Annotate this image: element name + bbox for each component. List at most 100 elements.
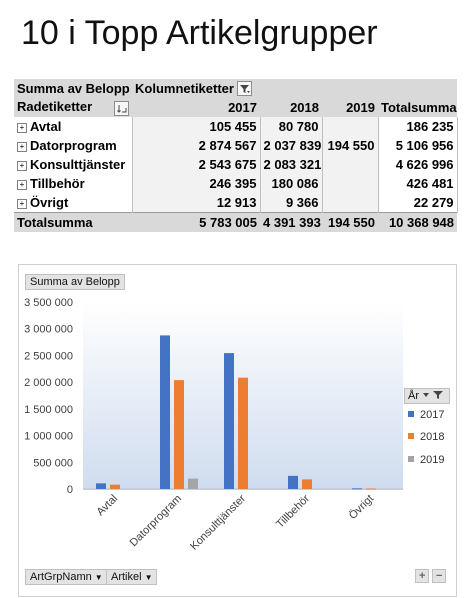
bar-2017-Övrigt[interactable] (352, 488, 362, 490)
axis-field-button-artgrpnamn[interactable]: ArtGrpNamn ▼ (25, 569, 108, 585)
total-row: Totalsumma 5 783 005 4 391 393 194 550 1… (14, 212, 458, 232)
expand-icon[interactable]: + (17, 123, 27, 133)
expand-icon[interactable]: + (17, 180, 27, 190)
dropdown-arrow-icon: ▼ (94, 573, 103, 582)
pivot-chart[interactable]: Summa av Belopp 3 500 000 3 000 000 2 500 … (18, 264, 457, 597)
col-header: 2019 (322, 98, 378, 117)
legend-swatch (408, 411, 414, 417)
legend-field-button[interactable]: År (404, 388, 450, 404)
table-cell: 9 366 (259, 193, 322, 213)
total-cell: 4 391 393 (260, 212, 322, 232)
page-title: 10 i Topp Artikelgrupper (21, 14, 378, 52)
axis-field-label: Artikel (111, 571, 142, 583)
x-tick-label: Avtal (94, 493, 120, 519)
row-labels-cell[interactable]: Radetiketter (14, 98, 132, 117)
bar-2018-Tillbehör[interactable] (302, 479, 312, 489)
value-field-button[interactable]: Summa av Belopp (25, 274, 125, 290)
table-cell (321, 117, 378, 136)
row-label[interactable]: + Konsulttjänster (14, 155, 132, 174)
table-cell: 4 626 996 (377, 155, 458, 174)
legend-swatch (408, 456, 414, 462)
pivot-table: Summa av Belopp Kolumnetiketter Radetike… (14, 79, 458, 232)
col-header: Totalsumma (378, 98, 458, 117)
table-cell: 246 395 (131, 174, 260, 193)
collapse-field-button[interactable]: − (432, 569, 447, 583)
filter-dropdown-icon (423, 391, 443, 399)
table-cell: 22 279 (377, 193, 458, 213)
legend-label: 2019 (420, 454, 445, 466)
table-cell: 2 083 321 (259, 155, 322, 174)
legend-label: 2018 (420, 431, 445, 443)
x-tick-label: Datorprogram (128, 493, 184, 549)
x-tick-label: Övrigt (347, 493, 376, 522)
bar-2018-Avtal[interactable] (110, 484, 120, 489)
table-cell: 80 780 (259, 117, 322, 136)
row-label-text: Datorprogram (30, 138, 117, 153)
col-header: 2018 (260, 98, 322, 117)
expand-field-button[interactable]: + (415, 569, 430, 583)
table-cell: 105 455 (131, 117, 260, 136)
table-cell (321, 155, 378, 174)
legend-field-label: År (408, 390, 419, 402)
expand-icon[interactable]: + (17, 142, 27, 152)
bar-2018-Datorprogram[interactable] (174, 380, 184, 489)
bar-2019-Datorprogram[interactable] (188, 478, 198, 489)
table-row: + Tillbehör 246 395 180 086 426 481 (14, 174, 458, 193)
table-cell (321, 193, 378, 213)
legend-item: 2018 (408, 431, 444, 443)
bar-2018-Övrigt[interactable] (366, 488, 376, 490)
table-cell: 5 106 956 (377, 136, 458, 155)
pivot-header-row-2: Radetiketter 2017 2018 2019 Totalsumma (14, 98, 458, 117)
y-tick-label: 1 500 000 (24, 404, 73, 416)
column-labels-cell[interactable]: Kolumnetiketter (132, 79, 458, 98)
bar-2017-Avtal[interactable] (96, 483, 106, 489)
bar-2017-Datorprogram[interactable] (160, 335, 170, 489)
table-cell: 2 543 675 (131, 155, 260, 174)
row-label[interactable]: + Tillbehör (14, 174, 132, 193)
pivot-header-row-1: Summa av Belopp Kolumnetiketter (14, 79, 458, 98)
legend-label: 2017 (420, 409, 445, 421)
y-tick-label: 0 (67, 484, 73, 496)
legend-swatch (408, 433, 414, 439)
table-cell: 12 913 (131, 193, 260, 213)
row-label-text: Avtal (30, 119, 62, 134)
y-tick-label: 500 000 (33, 457, 73, 469)
total-label: Totalsumma (14, 212, 132, 232)
bar-2017-Tillbehör[interactable] (288, 475, 298, 489)
y-tick-label: 1 000 000 (24, 431, 73, 443)
dropdown-arrow-icon: ▼ (144, 573, 153, 582)
table-cell: 2 874 567 (131, 136, 260, 155)
table-cell: 194 550 (321, 136, 378, 155)
table-row: + Datorprogram 2 874 567 2 037 839 194 55… (14, 136, 458, 155)
row-label[interactable]: + Övrigt (14, 193, 132, 213)
filter-icon (239, 85, 250, 93)
expand-icon[interactable]: + (17, 199, 27, 209)
row-sort-button[interactable] (114, 101, 129, 116)
row-label[interactable]: + Avtal (14, 117, 132, 136)
row-label[interactable]: + Datorprogram (14, 136, 132, 155)
column-filter-button[interactable] (236, 81, 252, 96)
table-cell: 186 235 (377, 117, 458, 136)
table-cell: 2 037 839 (259, 136, 322, 155)
total-cell: 10 368 948 (378, 212, 458, 232)
row-label-text: Konsulttjänster (30, 157, 126, 172)
table-row: + Avtal 105 455 80 780 186 235 (14, 117, 458, 136)
bar-2018-Konsulttjänster[interactable] (238, 377, 248, 489)
sort-icon (117, 105, 127, 113)
y-tick-label: 2 500 000 (24, 350, 73, 362)
y-tick-label: 3 500 000 (24, 297, 73, 309)
table-cell: 180 086 (259, 174, 322, 193)
value-field-label[interactable]: Summa av Belopp (14, 79, 132, 98)
expand-icon[interactable]: + (17, 161, 27, 171)
axis-field-button-artikel[interactable]: Artikel ▼ (106, 569, 158, 585)
table-cell (321, 174, 378, 193)
chart-svg: 3 500 000 3 000 000 2 500 000 2 000 000 1 50… (24, 297, 403, 553)
x-tick-label: Konsulttjänster (188, 492, 248, 552)
axis-field-label: ArtGrpNamn (30, 571, 92, 583)
y-tick-label: 3 000 000 (24, 324, 73, 336)
table-row: + Övrigt 12 913 9 366 22 279 (14, 193, 458, 213)
bar-2017-Konsulttjänster[interactable] (224, 353, 234, 489)
row-label-text: Tillbehör (30, 176, 85, 191)
total-cell: 5 783 005 (132, 212, 260, 232)
table-row: + Konsulttjänster 2 543 675 2 083 321 4 6… (14, 155, 458, 174)
